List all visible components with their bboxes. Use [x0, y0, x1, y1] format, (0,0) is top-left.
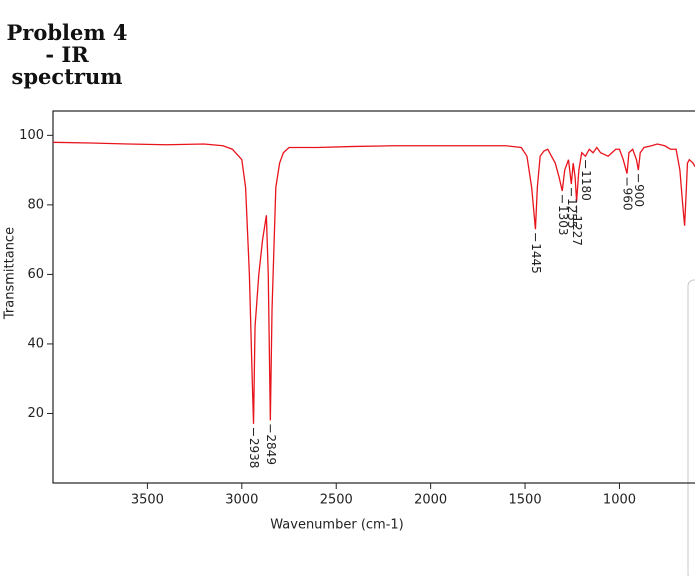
y-tick-label: 20 — [27, 406, 44, 421]
x-axis-label: Wavenumber (cm-1) — [270, 518, 403, 533]
annotation-label: 1227 — [570, 215, 584, 246]
side-panel — [687, 279, 695, 576]
spectrum-line — [52, 141, 695, 424]
annotation-label: 900 — [632, 184, 646, 207]
y-tick-label: 100 — [19, 128, 44, 143]
y-axis-label: Transmittance — [3, 227, 18, 320]
y-tick-label: 40 — [27, 336, 44, 351]
x-tick-label: 2500 — [320, 493, 353, 508]
y-tick-label: 60 — [27, 267, 44, 282]
annotation-label: 960 — [621, 188, 635, 211]
annotation-label: 1445 — [529, 243, 543, 274]
x-tick-label: 1000 — [603, 493, 636, 508]
plot-frame — [52, 110, 695, 484]
x-tick-label: 2000 — [414, 493, 447, 508]
x-tick-label: 3500 — [131, 493, 164, 508]
annotation-label: 1303 — [556, 205, 570, 236]
x-tick-label: 1500 — [509, 493, 542, 508]
annotation-label: 1255 — [565, 198, 579, 229]
annotation-label: 2849 — [264, 434, 278, 465]
annotation-label: 2938 — [247, 438, 261, 469]
annotation-label: 1180 — [579, 170, 593, 201]
y-tick-label: 80 — [27, 197, 44, 212]
x-tick-label: 3000 — [225, 493, 258, 508]
chart-title: Problem 4 - IR spectrum — [6, 20, 128, 89]
